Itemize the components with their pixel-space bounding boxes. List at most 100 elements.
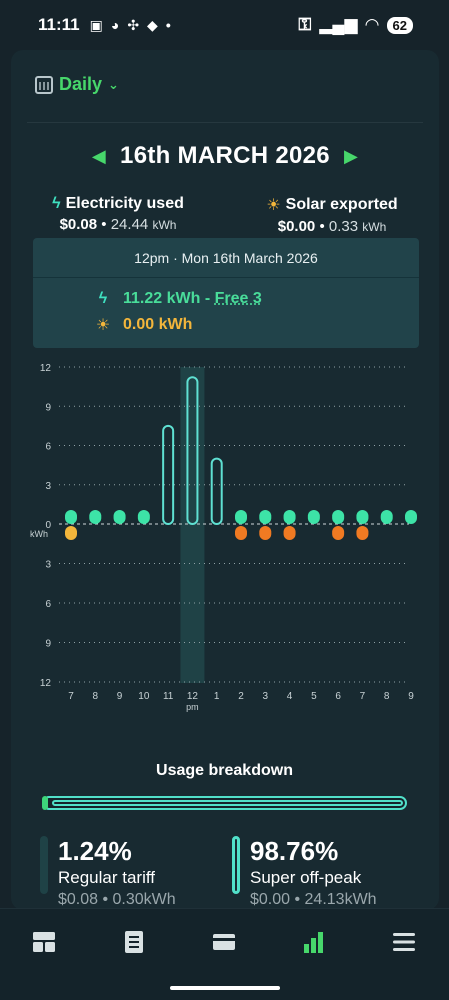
regular-tariff-percent: 1.24% — [58, 836, 132, 866]
x-tick-label: 7 — [68, 691, 74, 702]
usage-bar — [89, 510, 102, 524]
solar-unit: kWh — [362, 220, 387, 234]
diamond-notification-icon: ◆ — [147, 16, 158, 33]
nav-dashboard[interactable] — [31, 929, 57, 955]
daily-summary: ϟ Electricity used $0.08 • 24.44 kWh ☀ S… — [11, 195, 439, 235]
solar-summary: ☀ Solar exported $0.00 • 0.33 kWh — [225, 195, 439, 235]
date-navigator: ◀ 16th MARCH 2026 ▶ — [11, 142, 439, 170]
status-bar: 11:11 ▣ ◕ ✣ ◆ • ⚿ ▂▄▆ ◠ 62 — [0, 0, 449, 50]
calendar-icon — [35, 75, 53, 94]
period-label: Daily — [59, 74, 103, 94]
solar-amount: 0.33 — [328, 218, 359, 235]
x-tick-label: 6 — [335, 691, 341, 702]
usage-bar — [186, 376, 199, 525]
bills-icon — [125, 931, 143, 953]
lightning-icon: ϟ — [98, 290, 108, 307]
home-indicator — [170, 986, 280, 990]
regular-tariff-detail: $0.08 • 0.30kWh — [58, 891, 176, 908]
usage-bar — [259, 510, 272, 524]
usage-bar — [356, 510, 369, 524]
usage-bar — [137, 510, 150, 524]
export-bar — [65, 526, 77, 540]
solar-cost: $0.00 — [277, 218, 316, 235]
wifi-icon: ◠ — [365, 15, 379, 34]
usage-chart[interactable]: 12 9 6 3 0 3 6 9 12 kWh 7 8 9 10 11 12 pm 1 2 3 4 5 6 7 8 9 — [11, 360, 439, 720]
payment-card-icon — [213, 934, 235, 950]
app-notification-icon: ▣ — [89, 16, 103, 33]
electricity-title: Electricity used — [65, 195, 184, 212]
tooltip-solar: ☀ 0.00 kWh — [33, 312, 419, 338]
sun-icon: ☀ — [95, 317, 111, 334]
x-tick-label: 3 — [263, 691, 269, 702]
regular-tariff-breakdown: 1.24% Regular tariff $0.08 • 0.30kWh — [40, 836, 176, 909]
usage-bar — [307, 510, 320, 524]
x-tick-label: 4 — [287, 691, 293, 702]
electricity-unit: kWh — [152, 218, 177, 232]
electricity-cost: $0.08 — [59, 216, 98, 233]
chart-tooltip: 12pm · Mon 16th March 2026 ϟ 11.22 kWh -… — [33, 238, 419, 348]
y-axis-label: kWh — [30, 529, 48, 539]
tooltip-header: 12pm · Mon 16th March 2026 — [33, 238, 419, 278]
nav-bills[interactable] — [121, 929, 147, 955]
key-icon: ⚿ — [298, 15, 312, 34]
usage-chart-icon — [304, 932, 323, 953]
clock: 11:11 — [38, 15, 80, 34]
tariff-link[interactable]: Free 3 — [214, 290, 262, 307]
bottom-navigation — [0, 908, 449, 1000]
period-selector[interactable]: Daily ⌄ — [35, 74, 119, 95]
usage-bar — [113, 510, 126, 524]
lightning-icon: ϟ — [52, 195, 61, 212]
electricity-summary: ϟ Electricity used $0.08 • 24.44 kWh — [11, 195, 225, 235]
y-tick-label: 3 — [45, 560, 51, 571]
usage-breakdown-title: Usage breakdown — [156, 762, 293, 779]
tooltip-solar-value: 0.00 kWh — [123, 316, 193, 333]
nav-usage[interactable] — [301, 929, 327, 955]
sun-icon: ☀ — [266, 197, 281, 214]
super-off-peak-breakdown: 98.76% Super off-peak $0.00 • 24.13kWh — [232, 836, 377, 909]
super-off-peak-percent: 98.76% — [250, 836, 339, 866]
export-bar — [356, 526, 369, 540]
super-off-peak-segment — [52, 800, 403, 806]
next-day-button[interactable]: ▶ — [343, 145, 359, 166]
y-tick-label: 9 — [45, 402, 51, 413]
usage-card: Daily ⌄ ◀ 16th MARCH 2026 ▶ ϟ Electricit… — [11, 50, 439, 910]
notification-icons: ▣ ◕ ✣ ◆ • — [90, 17, 171, 34]
person-notification-icon: ◕ — [110, 17, 120, 33]
super-off-peak-detail: $0.00 • 24.13kWh — [250, 891, 377, 908]
x-tick-sublabel: pm — [186, 702, 199, 712]
battery-icon: 62 — [386, 16, 413, 34]
separator: • — [101, 216, 107, 233]
electricity-amount: 24.44 — [110, 216, 149, 233]
y-tick-label: 3 — [45, 481, 51, 492]
previous-day-button[interactable]: ◀ — [91, 145, 107, 166]
x-tick-label: 7 — [360, 691, 366, 702]
y-tick-label: 9 — [45, 639, 51, 650]
solar-title: Solar exported — [285, 196, 398, 213]
usage-bar — [235, 510, 247, 524]
date-label: 16th MARCH 2026 — [120, 142, 330, 169]
y-tick-label: 0 — [45, 520, 51, 531]
y-tick-label: 6 — [45, 599, 51, 610]
dashboard-icon — [33, 932, 55, 952]
x-tick-label: 2 — [238, 691, 244, 702]
tooltip-electricity-value: 11.22 kWh - — [123, 290, 215, 307]
usage-bar — [283, 510, 296, 524]
separator: • — [319, 218, 325, 235]
usage-bar — [65, 510, 77, 524]
x-tick-label: 9 — [117, 691, 123, 702]
regular-tariff-label: Regular tariff — [58, 868, 156, 887]
export-bar — [332, 526, 345, 540]
chevron-down-icon: ⌄ — [108, 76, 119, 92]
x-tick-label: 9 — [408, 691, 414, 702]
super-off-peak-label: Super off-peak — [250, 868, 362, 887]
nav-payments[interactable] — [211, 929, 237, 955]
export-bar — [235, 526, 247, 540]
nav-menu[interactable] — [391, 929, 417, 955]
super-off-peak-marker — [232, 836, 240, 894]
y-tick-label: 12 — [40, 678, 52, 689]
usage-breakdown-bar — [42, 796, 407, 810]
menu-icon — [393, 933, 415, 951]
usage-bar — [162, 424, 175, 525]
usage-bar — [380, 510, 393, 524]
x-tick-label: 1 — [214, 691, 220, 702]
